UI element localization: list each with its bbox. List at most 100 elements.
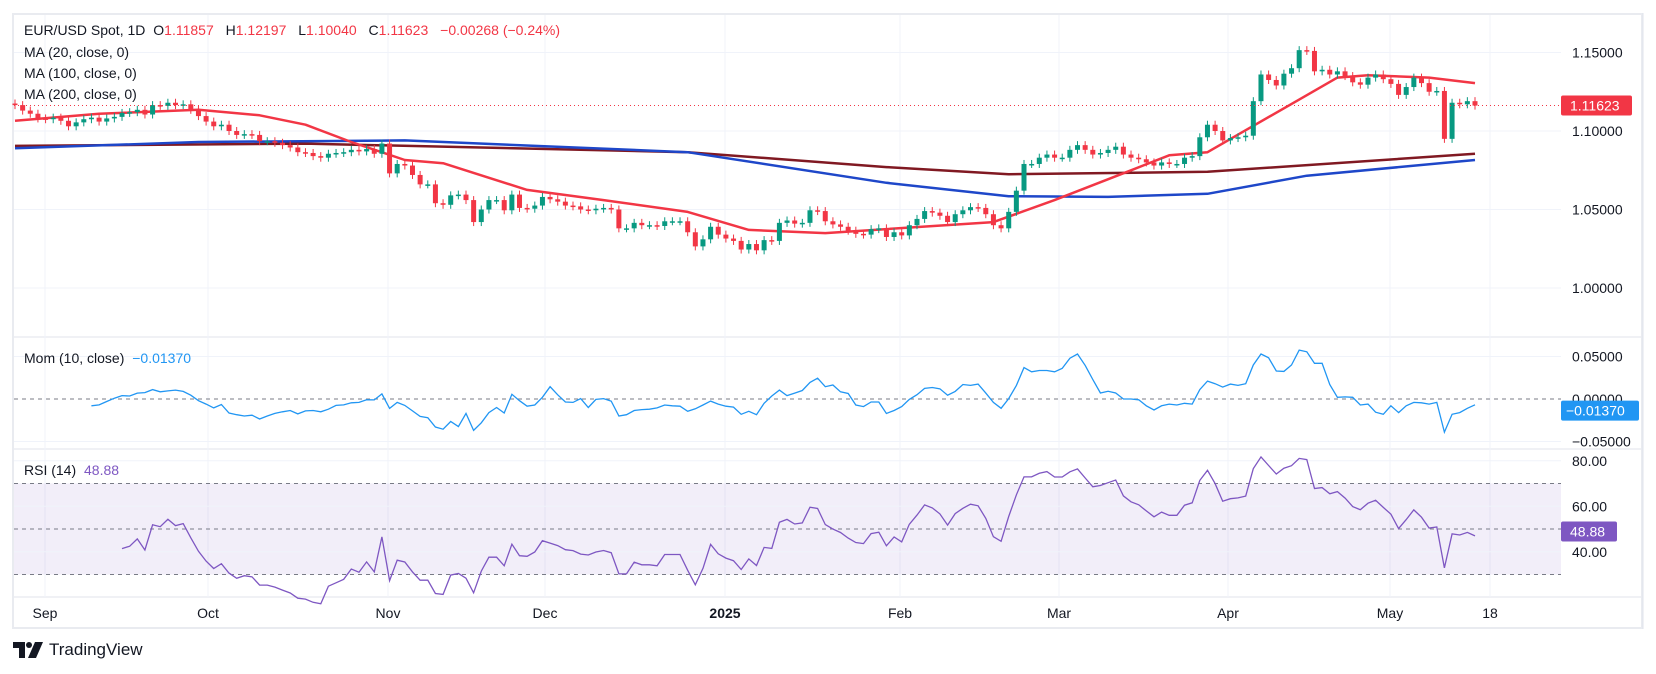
candle-body [853, 230, 859, 234]
candle-body [134, 109, 140, 113]
tradingview-logo[interactable]: TradingView [13, 640, 143, 660]
ma100-line [14, 139, 1476, 199]
candle-body [1266, 74, 1272, 80]
candle-body [1189, 156, 1195, 158]
candle [1159, 158, 1165, 170]
momentum-legend[interactable]: Mom (10, close) −0.01370 [24, 350, 195, 366]
candle [478, 205, 484, 227]
candle-body [35, 113, 41, 119]
momentum-title: Mom (10, close) [24, 350, 125, 366]
candle-body [1319, 69, 1325, 72]
candle [12, 99, 18, 110]
candle [494, 196, 500, 205]
candle-body [1441, 90, 1447, 139]
candle-body [1227, 138, 1233, 141]
candle-body [226, 124, 232, 131]
candle-body [1120, 146, 1126, 155]
candle [700, 235, 706, 251]
candle-body [753, 244, 759, 251]
candle-body [822, 211, 828, 222]
candle [1273, 75, 1279, 90]
ma100-legend[interactable]: MA (100, close, 0) [24, 65, 137, 81]
candle [58, 113, 64, 125]
rsi-legend[interactable]: RSI (14) 48.88 [24, 462, 123, 478]
candle [280, 138, 286, 150]
candle-body [1220, 131, 1226, 141]
candle [830, 217, 836, 229]
last-price-badge [1561, 95, 1632, 116]
candle-body [700, 239, 706, 247]
candle-body [1396, 83, 1402, 95]
candle [1319, 65, 1325, 76]
candle [1006, 207, 1012, 233]
candle-body [593, 208, 599, 211]
price-axis-label: 1.05000 [1572, 202, 1623, 218]
candle-body [1273, 79, 1279, 86]
candle-body [906, 225, 912, 236]
price-axis-label: 1.00000 [1572, 280, 1623, 296]
candle-body [517, 194, 523, 208]
candle [387, 139, 393, 178]
candle [341, 148, 347, 157]
candle-body [914, 218, 920, 226]
candle-body [371, 149, 377, 154]
ma20-line [14, 74, 1476, 235]
candle-body [1113, 146, 1119, 150]
candle-body [677, 221, 683, 223]
candle [1373, 70, 1379, 82]
candle-body [440, 203, 446, 205]
candle [1143, 155, 1149, 167]
candle [1464, 97, 1470, 109]
ma20-legend[interactable]: MA (20, close, 0) [24, 44, 130, 60]
candle [440, 199, 446, 209]
candle [845, 222, 851, 235]
candle [165, 98, 171, 110]
momentum-value-text: −0.01370 [1566, 403, 1625, 419]
candle [1029, 159, 1035, 168]
open-value: O1.11857 [153, 22, 217, 38]
candle [1151, 158, 1157, 170]
ma200-legend[interactable]: MA (200, close, 0) [24, 86, 137, 102]
candle [203, 112, 209, 126]
candle [715, 222, 721, 239]
candle-body [685, 221, 691, 233]
time-axis-label: Oct [197, 605, 219, 621]
candle [241, 130, 247, 139]
candle [562, 197, 568, 210]
candle-body [616, 209, 622, 229]
candle [654, 221, 660, 230]
momentum-axis-label: −0.05000 [1572, 434, 1631, 450]
candle-body [1342, 71, 1348, 77]
candle-body [883, 228, 889, 237]
candle-body [1097, 152, 1103, 155]
candle-body [975, 207, 981, 209]
candle-body [967, 207, 973, 211]
candle-body [287, 145, 293, 148]
candle [792, 216, 798, 228]
candle-body [272, 141, 278, 143]
candle [616, 205, 622, 233]
rsi-axis-label: 60.00 [1572, 498, 1607, 514]
close-value: C1.11623 [369, 22, 433, 38]
close-number: 1.11623 [378, 22, 429, 38]
candle [876, 224, 882, 234]
candle-body [1258, 74, 1264, 102]
candle [1235, 133, 1241, 143]
candle [601, 203, 607, 213]
candle-body [1449, 102, 1455, 139]
candle-body [1013, 190, 1019, 212]
candle [1388, 75, 1394, 88]
candle [310, 148, 316, 161]
candle [708, 222, 714, 244]
time-axis-label: Dec [533, 605, 558, 621]
candle [180, 100, 186, 110]
momentum-value: −0.01370 [132, 350, 192, 366]
candle-body [1235, 137, 1241, 139]
candle-body [486, 200, 492, 210]
candle-body [173, 102, 179, 106]
candle-body [830, 221, 836, 225]
candle-body [578, 206, 584, 210]
candle-body [1136, 157, 1142, 160]
candle-body [402, 163, 408, 166]
